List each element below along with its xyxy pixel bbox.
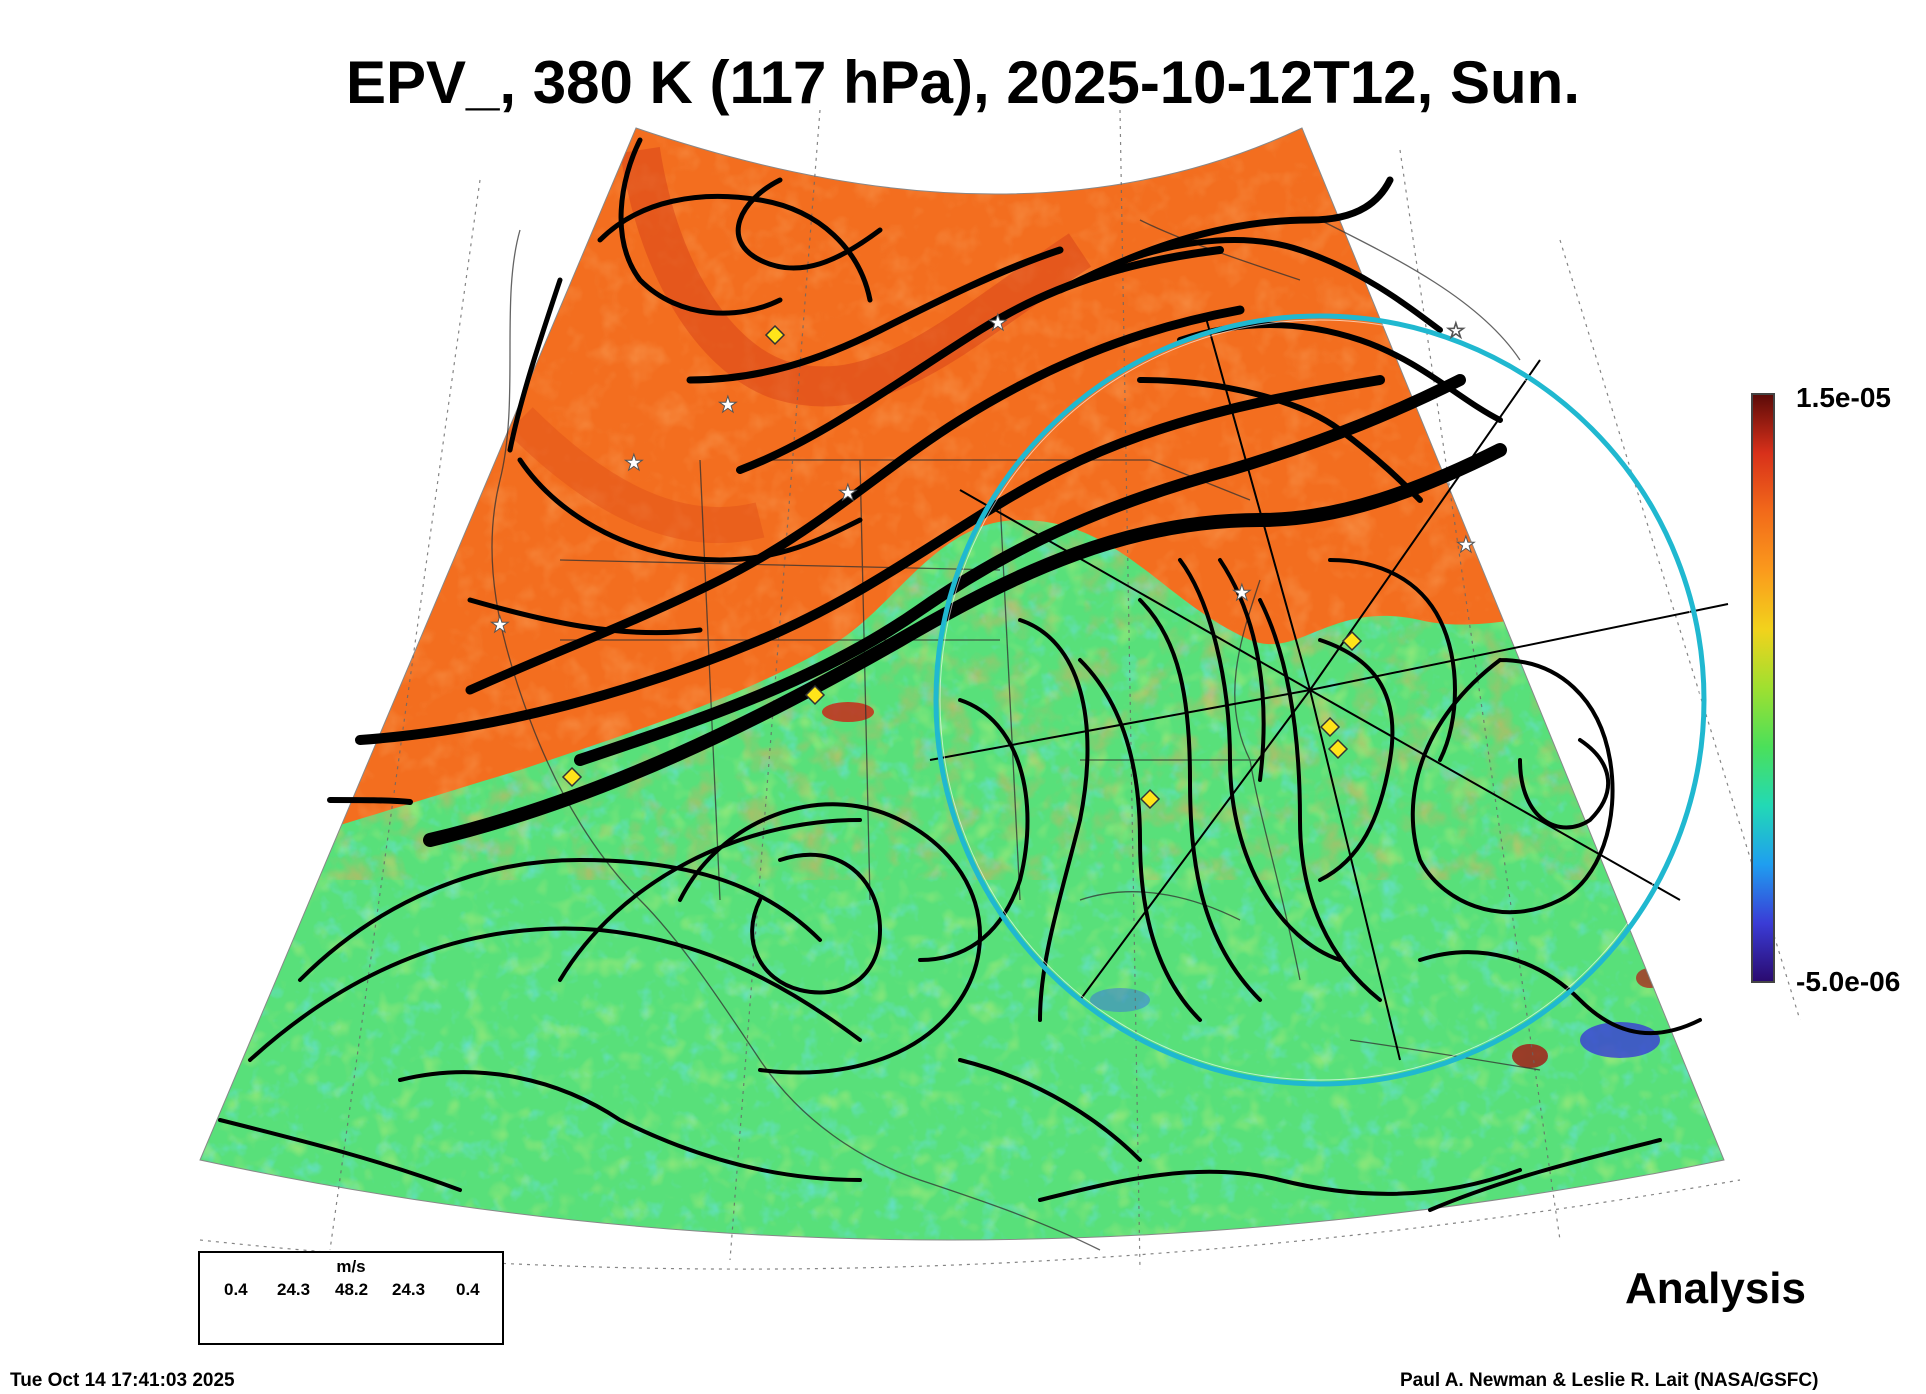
wind-legend-units: m/s [336, 1257, 366, 1276]
wind-legend-tick: 0.4 [224, 1280, 248, 1299]
streamline [1038, 1168, 1522, 1202]
map-title: EPV_, 380 K (117 hPa), 2025-10-12T12, Su… [346, 49, 1580, 116]
field-high-dark-band [620, 146, 1092, 407]
field-high-dark-band-2 [507, 407, 765, 544]
streamline [327, 797, 413, 805]
wind-legend-tick: 0.4 [456, 1280, 480, 1299]
streamline [958, 1058, 1142, 1162]
station-diamonds [561, 324, 1363, 810]
streamline [398, 1070, 862, 1182]
star-marker: ☆ [1446, 318, 1466, 343]
colorbar-min-label: -5.0e-06 [1796, 966, 1901, 997]
streamline [1318, 638, 1395, 882]
streamlines [218, 137, 1702, 1212]
streamline [736, 246, 1224, 474]
wind-legend: m/s 0.4 24.3 48.2 24.3 0.4 [198, 1251, 504, 1345]
wind-legend-tick: 24.3 [277, 1280, 311, 1299]
streamline [298, 857, 822, 982]
streamline [1518, 738, 1610, 830]
analysis-label: Analysis [1625, 1264, 1806, 1313]
red-patch [822, 702, 874, 722]
colorbar-max-label: 1.5e-05 [1796, 382, 1891, 413]
wind-legend-tick: 48.2 [335, 1280, 369, 1299]
diamond-marker [1341, 630, 1363, 652]
star-marker: ★ [838, 480, 858, 505]
streamline [423, 443, 1507, 847]
streamline [1218, 558, 1266, 782]
streamline [248, 926, 862, 1062]
diamond-marker [1327, 738, 1349, 760]
streamline [918, 698, 1030, 962]
streamline [558, 818, 862, 982]
reference-circle-inner [939, 319, 1701, 1081]
star-marker: ★ [1232, 580, 1252, 605]
streamline [355, 375, 1385, 745]
streamline [1077, 237, 1443, 333]
streamline [465, 305, 1245, 695]
streamline [1410, 658, 1615, 915]
diamond-marker [1319, 716, 1341, 738]
streamline [1178, 558, 1342, 962]
streamline [1328, 558, 1457, 762]
blue-patch [1090, 988, 1150, 1012]
streamline [1428, 1138, 1662, 1212]
streamline [467, 597, 703, 636]
streamline [618, 137, 783, 316]
field-high-texture [200, 128, 1724, 880]
station-stars: ★ ★ ★ ★ ★ ★ ★ ☆ [490, 310, 1477, 638]
streamline [1137, 377, 1423, 503]
star-marker: ★ [1456, 532, 1476, 557]
streamline [1258, 598, 1382, 1002]
diamond-marker [764, 324, 786, 346]
coastlines [491, 219, 1541, 1251]
streamline [1138, 598, 1262, 1002]
star-marker: ★ [718, 392, 738, 417]
streamline [218, 1118, 462, 1192]
streamline [735, 177, 883, 271]
footer-timestamp: Tue Oct 14 17:41:03 2025 [10, 1370, 235, 1391]
cross-section-lines [929, 317, 1729, 1061]
streamline [686, 246, 1064, 384]
diamond-marker [561, 766, 583, 788]
wind-legend-tick: 24.3 [392, 1280, 426, 1299]
reference-circle [933, 313, 1707, 1087]
streamline [1418, 950, 1702, 1036]
streamline [597, 193, 873, 303]
streamline [517, 457, 863, 563]
star-marker: ★ [624, 450, 644, 475]
map-boundary [199, 127, 1725, 1241]
star-marker: ★ [490, 612, 510, 637]
diamond-marker [804, 684, 826, 706]
streamline [750, 852, 883, 995]
diamond-marker [1139, 788, 1161, 810]
streamline [678, 802, 982, 1075]
star-marker: ★ [988, 310, 1008, 335]
streamline [1078, 658, 1202, 1022]
streamline [507, 277, 563, 453]
colorbar [1751, 393, 1775, 983]
footer-credit: Paul A. Newman & Leslie R. Lait (NASA/GS… [1400, 1370, 1819, 1391]
red-patch [1512, 1044, 1548, 1068]
streamline [1018, 618, 1090, 1022]
